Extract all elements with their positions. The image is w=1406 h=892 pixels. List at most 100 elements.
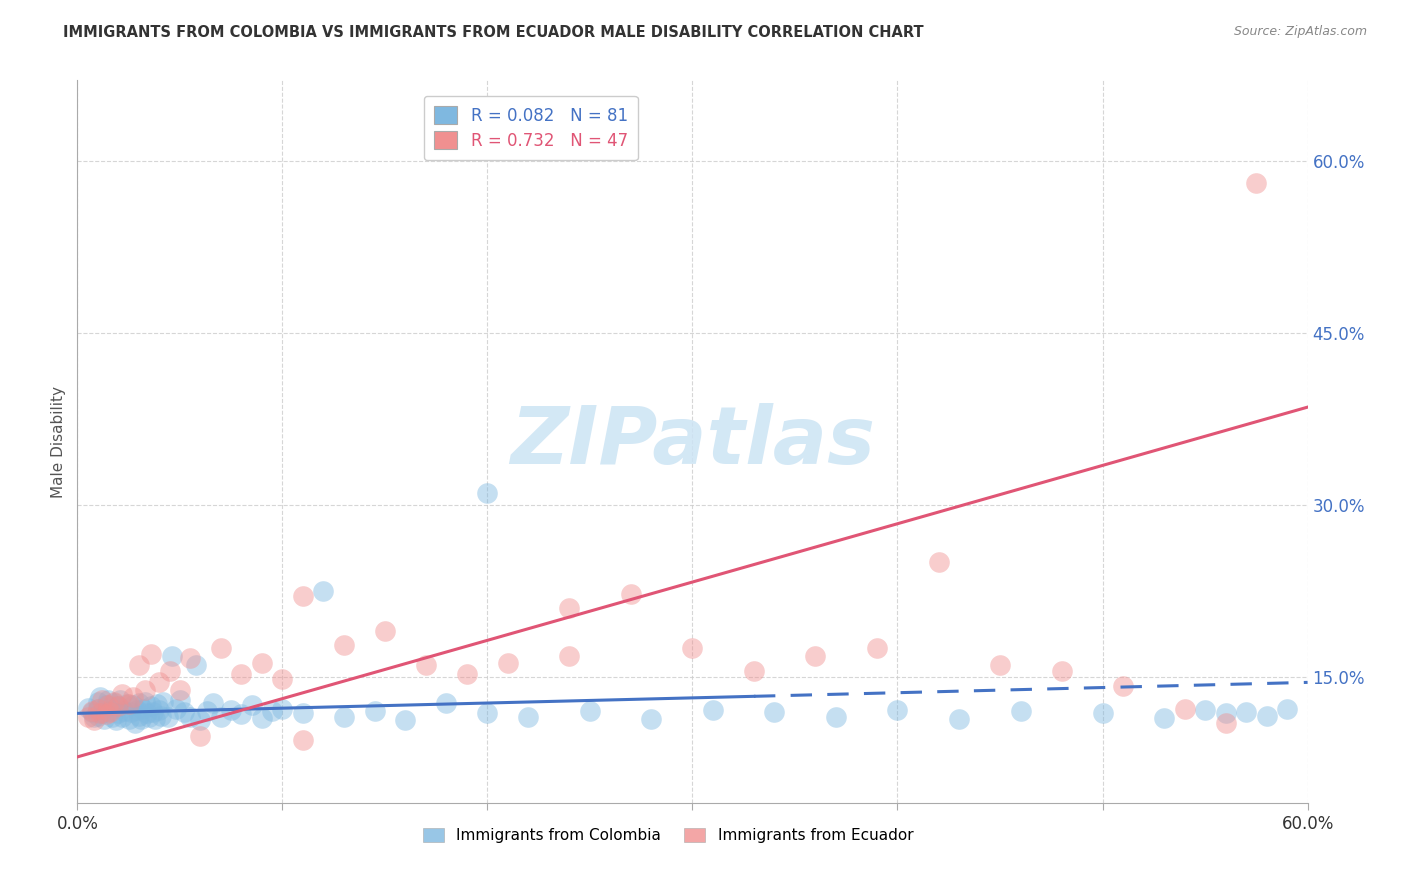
Point [98, 705, 121, 719]
Point [291, 590, 314, 604]
Point [948, 712, 970, 726]
Point [94, 707, 117, 722]
Point [209, 710, 232, 724]
Point [150, 708, 173, 723]
Point [105, 713, 128, 727]
Point [333, 710, 356, 724]
Point [87, 708, 110, 723]
Point [117, 712, 139, 726]
Point [107, 699, 129, 714]
Point [291, 706, 314, 721]
Point [83, 710, 105, 724]
Point [1256, 708, 1278, 723]
Point [517, 710, 540, 724]
Point [231, 707, 253, 722]
Point [620, 587, 643, 601]
Point [98, 704, 121, 718]
Point [374, 624, 396, 638]
Point [111, 687, 134, 701]
Point [702, 703, 724, 717]
Point [477, 486, 499, 500]
Point [124, 715, 146, 730]
Point [128, 696, 150, 710]
Point [80, 705, 103, 719]
Point [159, 664, 181, 678]
Point [179, 710, 201, 724]
Point [1010, 704, 1032, 718]
Point [262, 704, 284, 718]
Point [110, 692, 132, 706]
Point [186, 658, 208, 673]
Point [1050, 664, 1073, 678]
Point [456, 667, 478, 681]
Point [152, 695, 174, 709]
Point [1246, 177, 1268, 191]
Point [886, 703, 908, 717]
Point [134, 695, 156, 709]
Point [195, 704, 218, 718]
Point [231, 667, 253, 681]
Legend: Immigrants from Colombia, Immigrants from Ecuador: Immigrants from Colombia, Immigrants fro… [416, 822, 920, 849]
Point [80, 704, 103, 718]
Point [107, 706, 129, 721]
Point [125, 703, 148, 717]
Point [219, 703, 242, 717]
Point [1153, 711, 1175, 725]
Point [148, 703, 170, 717]
Point [1275, 702, 1298, 716]
Point [120, 705, 142, 719]
Point [97, 692, 120, 706]
Point [558, 600, 581, 615]
Point [156, 710, 179, 724]
Point [97, 698, 120, 713]
Point [114, 704, 136, 718]
Point [115, 697, 138, 711]
Point [333, 638, 356, 652]
Point [415, 658, 437, 673]
Point [128, 658, 150, 673]
Point [134, 683, 156, 698]
Point [141, 647, 163, 661]
Point [148, 675, 170, 690]
Point [94, 698, 117, 713]
Point [496, 656, 519, 670]
Point [138, 710, 160, 724]
Point [87, 695, 110, 709]
Point [250, 711, 273, 725]
Point [143, 712, 166, 726]
Point [87, 702, 110, 716]
Text: Source: ZipAtlas.com: Source: ZipAtlas.com [1233, 25, 1367, 38]
Point [76, 700, 98, 714]
Point [121, 690, 143, 705]
Point [558, 648, 581, 663]
Point [742, 664, 765, 678]
Point [142, 705, 165, 719]
Y-axis label: Male Disability: Male Disability [51, 385, 66, 498]
Point [132, 702, 155, 716]
Point [101, 710, 124, 724]
Point [271, 672, 294, 686]
Point [169, 683, 191, 698]
Point [477, 706, 499, 721]
Point [111, 710, 134, 724]
Point [928, 555, 950, 569]
Point [1234, 705, 1257, 719]
Point [89, 706, 111, 721]
Point [76, 710, 98, 724]
Point [173, 705, 195, 719]
Point [1215, 706, 1237, 721]
Point [179, 651, 201, 665]
Point [436, 696, 458, 710]
Point [89, 690, 111, 705]
Point [1174, 702, 1197, 716]
Point [136, 706, 159, 721]
Point [117, 697, 139, 711]
Point [640, 712, 662, 726]
Point [129, 712, 152, 726]
Text: ZIPatlas: ZIPatlas [510, 402, 875, 481]
Point [250, 656, 273, 670]
Point [90, 706, 114, 721]
Point [93, 712, 115, 726]
Point [1215, 715, 1237, 730]
Point [579, 704, 602, 718]
